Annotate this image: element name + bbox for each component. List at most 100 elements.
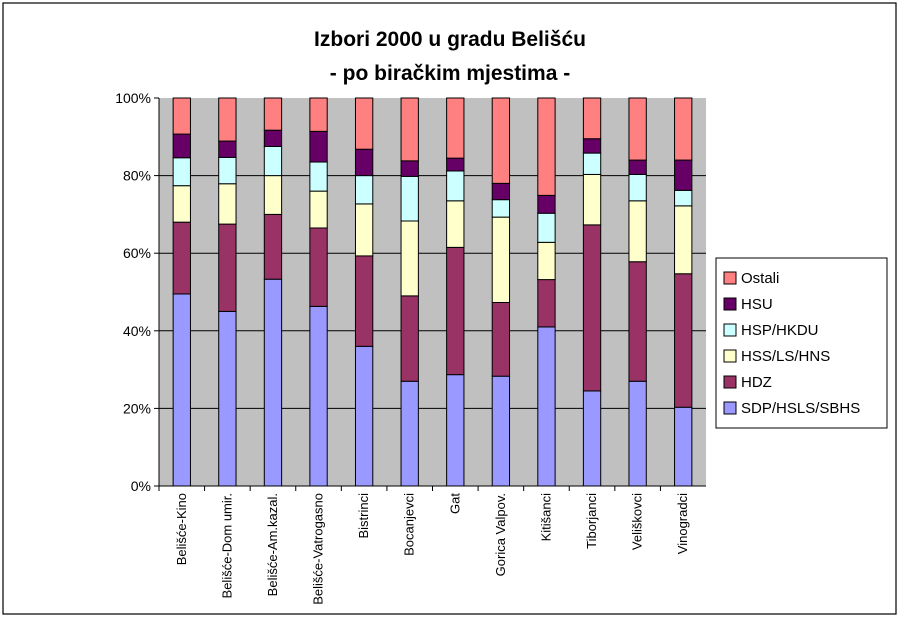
legend-swatch [723, 349, 737, 363]
x-tick-label: Belišće-Dom umir. [219, 493, 234, 598]
x-tick-label: Gorica Valpov. [493, 493, 508, 576]
bar-segment [218, 183, 237, 225]
y-tick-label: 0% [131, 478, 151, 494]
bar-segment [582, 97, 602, 140]
x-tick-label: Kitišanci [538, 493, 553, 542]
bar-segment [446, 200, 465, 248]
legend-swatch [723, 401, 737, 415]
bar-segment [218, 223, 237, 312]
bar-segment [400, 380, 419, 487]
bar-segment [172, 133, 191, 159]
bar-segment [628, 261, 647, 382]
bar-segment [309, 305, 328, 487]
legend-label: HSS/LS/HNS [741, 348, 830, 365]
bar-segment [172, 157, 191, 187]
bar-segment [172, 293, 191, 487]
bar-segment [491, 216, 511, 303]
bar-segment [172, 221, 191, 295]
bar-segment [491, 97, 511, 184]
bar-segment [582, 390, 602, 487]
bar-segment [218, 310, 237, 487]
bar-segment [537, 194, 556, 214]
bar-segment [537, 279, 556, 328]
bar-segment [263, 146, 283, 177]
bar-segment [537, 212, 556, 243]
bar-segment [354, 148, 374, 177]
bar-segment [674, 273, 693, 408]
bar-segment [354, 203, 374, 257]
x-tick-label: Belišće-Vatrogasno [311, 493, 326, 605]
legend: Ostali HSU HSP/HKDU HSS/LS/HNS HDZ SDP/HSLS/S… [715, 257, 888, 429]
chart-subtitle: - po biračkim mjestima - [330, 62, 570, 85]
bar-segment [582, 138, 602, 154]
chart-title: Izbori 2000 u gradu Belišću [314, 28, 586, 51]
bar-segment [446, 157, 465, 172]
bar-segment [491, 375, 511, 487]
x-ticks: Belišće-Kino Belišće-Dom umir. Belišće-Am.… [158, 486, 690, 605]
bar-segment [537, 97, 556, 196]
y-tick-label: 40% [123, 323, 151, 339]
bar-segment [446, 374, 465, 487]
x-tick-label: Belišće-Kino [174, 493, 189, 565]
legend-label: HDZ [741, 374, 772, 391]
legend-label: HSP/HKDU [741, 322, 819, 339]
x-tick-label: Tiborjanci [584, 493, 599, 549]
bar-segment [263, 129, 283, 147]
bar-segment [537, 326, 556, 487]
bar-segment [218, 97, 237, 142]
x-tick-label: Gat [447, 493, 462, 514]
bar-segment [674, 189, 693, 207]
x-tick-label: Belišće-Am.kazal. [265, 493, 280, 596]
legend-label: SDP/HSLS/SBHS [741, 400, 860, 417]
bar-segment [218, 140, 237, 158]
bar-segment [354, 97, 374, 150]
bar-segment [537, 241, 556, 281]
bar-segment [263, 175, 283, 215]
legend-swatch [723, 271, 737, 285]
x-tick-label: Bistrinci [356, 493, 371, 539]
bars [172, 97, 693, 487]
bar-segment [674, 97, 693, 161]
y-tick-label: 20% [123, 400, 151, 416]
legend-box [715, 257, 888, 429]
bar-segment [582, 173, 602, 226]
x-tick-label: Bocanjevci [402, 493, 417, 556]
bar-segment [491, 199, 511, 218]
bar-segment [446, 246, 465, 376]
bar-segment [582, 224, 602, 392]
bar-segment [582, 152, 602, 175]
y-tick-label: 80% [123, 168, 151, 184]
bar-segment [400, 97, 419, 162]
bar-segment [309, 161, 328, 192]
bar-segment [491, 182, 511, 201]
bar-segment [309, 97, 328, 132]
bar-segment [674, 406, 693, 487]
bar-segment [491, 301, 511, 377]
legend-swatch [723, 297, 737, 311]
bar-segment [354, 345, 374, 487]
x-tick-label: Veliškovci [630, 493, 645, 550]
bar-segment [354, 175, 374, 205]
bar-segment [309, 227, 328, 307]
bar-segment [628, 159, 647, 175]
bar-segment [354, 255, 374, 347]
bar-segment [400, 175, 419, 222]
y-ticks: 0% 20% 40% 60% 80% 100% [115, 90, 159, 494]
bar-segment [446, 97, 465, 159]
bar-segment [446, 170, 465, 202]
bar-segment [400, 160, 419, 177]
legend-swatch [723, 375, 737, 389]
bar-segment [400, 220, 419, 297]
bar-segment [263, 213, 283, 280]
bar-segment [172, 185, 191, 223]
y-tick-label: 60% [123, 245, 151, 261]
bar-segment [218, 156, 237, 185]
bar-segment [674, 205, 693, 275]
bar-segment [263, 97, 283, 131]
plot-area [159, 98, 706, 486]
y-tick-label: 100% [115, 90, 151, 106]
x-tick-label: Vinogradci [675, 493, 690, 554]
bar-segment [628, 97, 647, 161]
